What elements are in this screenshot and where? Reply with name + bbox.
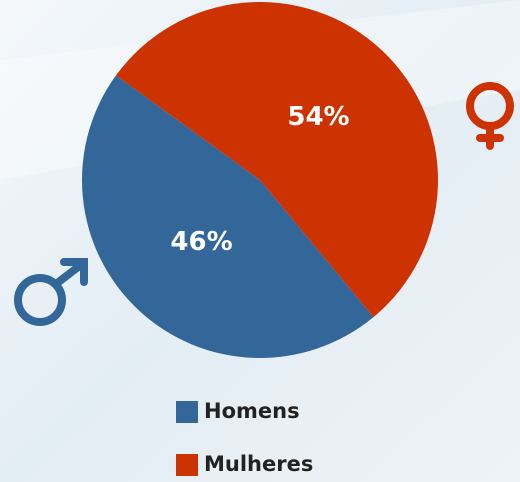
male-symbol bbox=[14, 258, 88, 326]
legend-label: Homens bbox=[204, 399, 300, 423]
data-label: 46% bbox=[170, 227, 232, 257]
legend-swatch bbox=[176, 401, 198, 423]
legend-label: Mulheres bbox=[204, 452, 313, 476]
legend-swatch bbox=[176, 454, 198, 476]
legend: Homens Mulheres bbox=[176, 399, 313, 476]
female-symbol bbox=[466, 82, 514, 150]
pie-slice bbox=[81, 75, 374, 359]
pie: 46% 54% bbox=[81, 1, 439, 359]
data-label: 54% bbox=[287, 102, 349, 132]
pie-slice bbox=[115, 1, 439, 318]
